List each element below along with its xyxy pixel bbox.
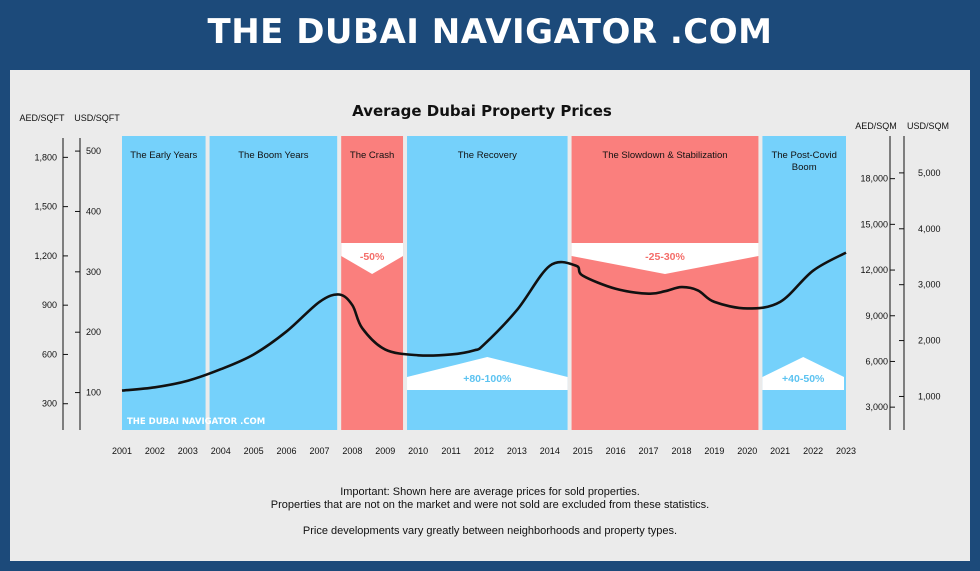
x-tick-label: 2015 (573, 446, 593, 456)
axis-tick-label: 300 (42, 399, 57, 409)
period-label: The Recovery (458, 150, 517, 161)
axis-unit-label: AED/SQM (855, 121, 897, 131)
axes: 2001 2002 2003 2004 2005 2006 2007 2008 2009 2010… (19, 113, 949, 456)
x-tick-label: 2004 (211, 446, 231, 456)
axis-tick-label: 100 (86, 388, 101, 398)
x-tick-label: 2002 (145, 446, 165, 456)
axis-tick-label: 3,000 (865, 402, 888, 412)
axis-tick-label: 400 (86, 206, 101, 216)
axis-tick-label: 600 (42, 349, 57, 359)
axis-unit-label: USD/SQM (907, 121, 949, 131)
x-tick-label: 2005 (244, 446, 264, 456)
down-arrow (341, 243, 404, 274)
axis-unit-label: AED/SQFT (19, 113, 65, 123)
period-label: The Slowdown & Stabilization (602, 150, 727, 161)
note-line-1: Important: Shown here are average prices… (340, 486, 640, 498)
axis-tick-label: 18,000 (860, 174, 888, 184)
period-band (341, 136, 404, 430)
chart-title: Average Dubai Property Prices (352, 102, 612, 120)
x-tick-label: 2018 (671, 446, 691, 456)
period-labels: The Early Years The Boom Years The Crash Th… (130, 150, 837, 173)
x-tick-label: 2009 (375, 446, 395, 456)
period-band (122, 136, 206, 430)
x-tick-label: 2019 (704, 446, 724, 456)
x-tick-label: 2022 (803, 446, 823, 456)
x-tick-label: 2011 (441, 446, 460, 456)
x-tick-label: 2007 (309, 446, 329, 456)
site-title: THE DUBAI NAVIGATOR .COM (207, 12, 773, 52)
axis-tick-label: 300 (86, 267, 101, 277)
axis-tick-label: 1,000 (918, 391, 941, 401)
change-label: +40-50% (782, 373, 825, 385)
axis-tick-label: 1,200 (34, 251, 57, 261)
x-tick-label: 2008 (342, 446, 362, 456)
up-arrow (407, 357, 568, 390)
axis-tick-label: 5,000 (918, 168, 941, 178)
up-arrow (762, 357, 844, 390)
axis-tick-label: 15,000 (860, 219, 888, 229)
period-band (571, 136, 759, 430)
change-label: +80-100% (463, 373, 512, 385)
axis-tick-label: 9,000 (865, 311, 888, 321)
note-line-2: Properties that are not on the market an… (270, 499, 710, 511)
period-label: The Post-Covid (771, 150, 836, 161)
period-label: Boom (792, 162, 817, 173)
period-label: The Boom Years (238, 150, 308, 161)
x-tick-label: 2017 (639, 446, 659, 456)
axis-tick-label: 200 (86, 327, 101, 337)
axis-tick-label: 4,000 (918, 224, 941, 234)
x-tick-label: 2001 (112, 446, 132, 456)
x-tick-label: 2013 (507, 446, 527, 456)
period-label: The Early Years (130, 150, 197, 161)
x-tick-label: 2016 (606, 446, 626, 456)
axis-tick-label: 1,500 (34, 202, 57, 212)
down-arrow (571, 243, 759, 274)
x-tick-label: 2014 (540, 446, 560, 456)
axis-tick-label: 12,000 (860, 265, 888, 275)
axis-tick-label: 500 (86, 146, 101, 156)
watermark: THE DUBAI NAVIGATOR .COM (127, 417, 265, 427)
change-label: -25-30% (645, 251, 685, 263)
axis-tick-label: 3,000 (918, 280, 941, 290)
x-tick-label: 2006 (277, 446, 297, 456)
price-line-group (121, 251, 847, 392)
x-tick-label: 2012 (474, 446, 494, 456)
axis-unit-label: USD/SQFT (74, 113, 120, 123)
change-annotations: -50% -25-30% +80-100% +40-50% (341, 243, 844, 390)
x-tick-label: 2020 (737, 446, 757, 456)
period-bands (122, 136, 846, 430)
axis-tick-label: 900 (42, 300, 57, 310)
axis-tick-label: 1,800 (34, 152, 57, 162)
axis-tick-label: 6,000 (865, 356, 888, 366)
note-line-3: Price developments vary greatly between … (302, 525, 678, 537)
period-band (209, 136, 338, 430)
x-tick-label: 2003 (178, 446, 198, 456)
x-tick-label: 2023 (836, 446, 856, 456)
x-tick-label: 2021 (770, 446, 790, 456)
axis-tick-label: 2,000 (918, 336, 941, 346)
x-tick-label: 2010 (408, 446, 428, 456)
change-label: -50% (360, 251, 385, 263)
period-label: The Crash (350, 150, 394, 161)
price-line (121, 251, 847, 392)
